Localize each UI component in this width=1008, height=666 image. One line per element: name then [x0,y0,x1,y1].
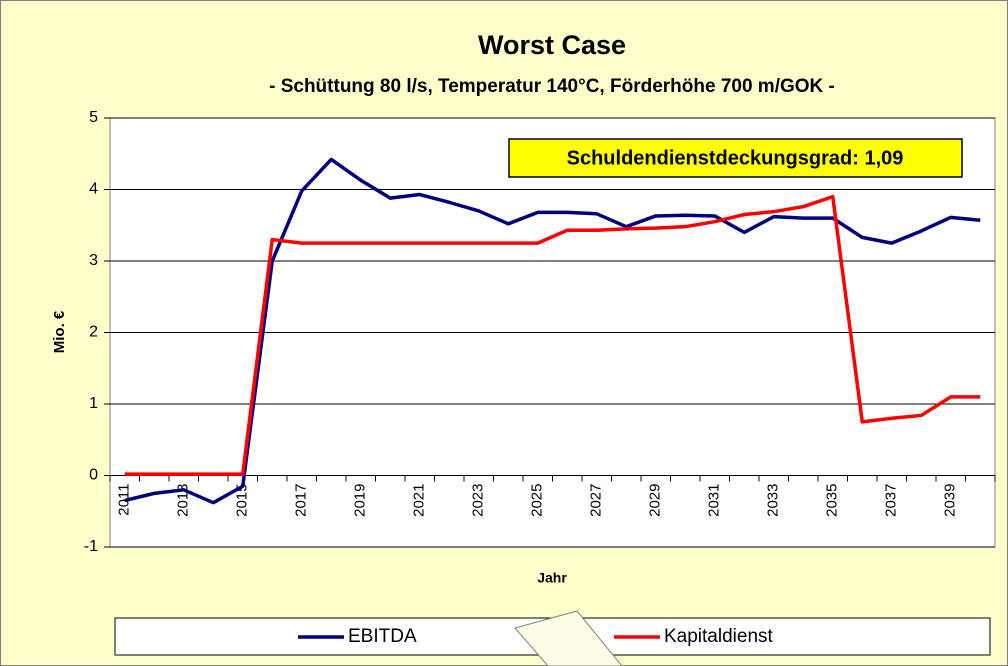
annotation: Schuldendienstdeckungsgrad: 1,09 [567,147,904,169]
y-tick-label: 3 [89,252,98,269]
legend-label: EBITDA [348,626,417,647]
y-tick-label: 0 [89,467,98,484]
y-tick-label: 4 [89,181,98,198]
series-line [124,194,981,476]
x-tick-label: 2039 [942,484,959,517]
x-axis-label: Jahr [537,570,567,586]
x-tick-label: 2019 [352,484,369,517]
callout [514,610,623,666]
chart-subtitle: - Schüttung 80 l/s, Temperatur 140°C, Fö… [269,76,835,97]
chart-title: Worst Case [478,30,626,60]
y-tick-label: 2 [89,324,98,341]
x-tick-label: 2027 [588,484,605,517]
x-tick-label: 2015 [234,484,251,517]
x-tick-label: 2021 [411,484,428,517]
x-tick-label: 2031 [706,484,723,517]
legend-label: Kapitaldienst [664,626,774,647]
x-tick-label: 2025 [529,484,546,517]
y-tick-label: -1 [84,538,98,555]
x-tick-label: 2011 [116,484,133,516]
x-tick-label: 2017 [293,484,310,517]
y-tick-label: 5 [89,109,98,126]
x-tick-label: 2037 [883,484,900,517]
x-tick-label: 2035 [824,484,841,517]
y-axis-label: Mio. € [51,310,68,353]
x-tick-label: 2033 [765,484,782,517]
y-tick-label: 1 [89,395,98,412]
x-tick-label: 2029 [647,484,664,517]
x-tick-label: 2023 [470,484,487,517]
annotation-box [508,138,963,178]
